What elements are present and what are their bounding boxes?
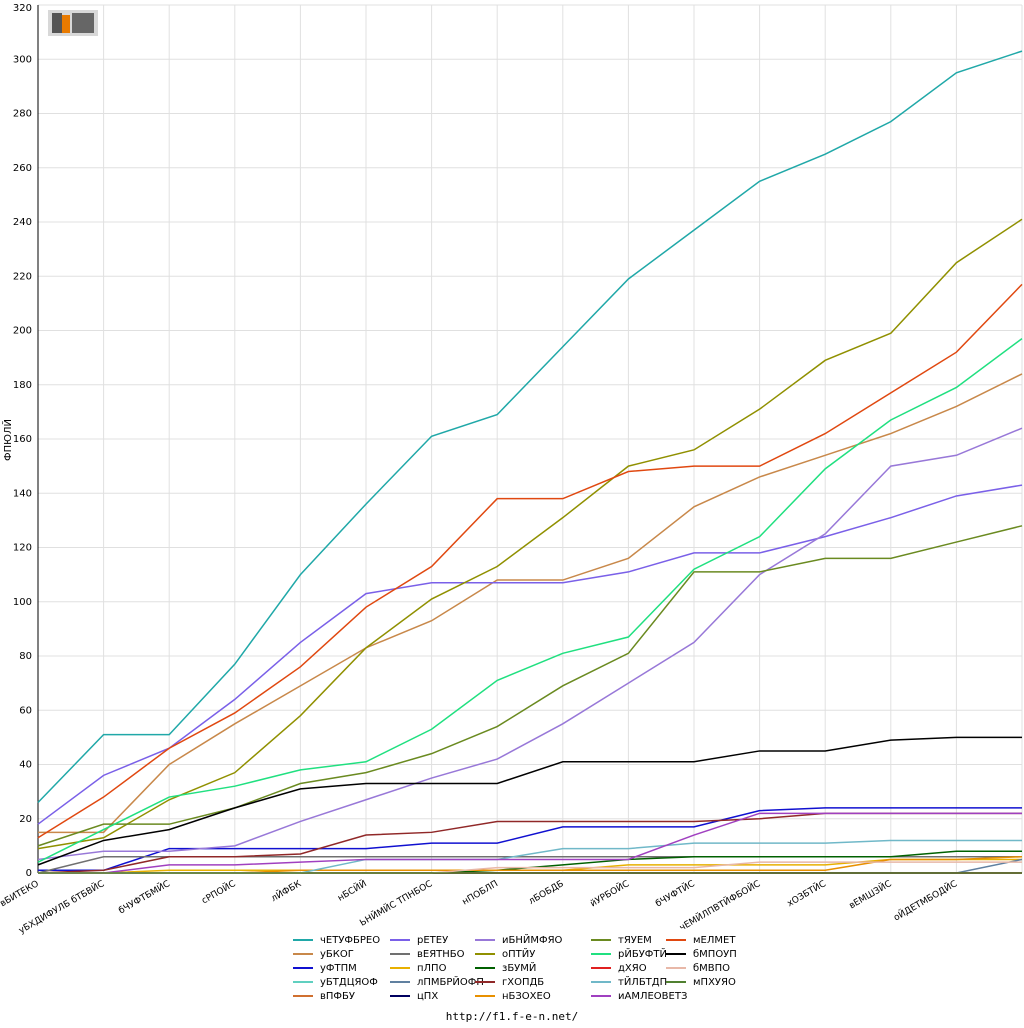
series-line xyxy=(37,484,1023,825)
legend-item: уФТПМ xyxy=(293,963,357,974)
legend-label: мЕЛМЕТ xyxy=(693,935,736,946)
y-tick-label: 200 xyxy=(13,326,32,337)
legend-label: мПХУЯО xyxy=(693,977,736,988)
legend-label: вПФБУ xyxy=(320,991,355,1002)
legend-item: иАМЛЕОВЕТЗ xyxy=(591,991,687,1002)
y-tick-label: 60 xyxy=(19,705,32,716)
y-axis-label: ФПЮЛЙ xyxy=(1,419,14,461)
legend-label: зБУМЙ xyxy=(502,961,536,974)
y-tick-label: 160 xyxy=(13,434,32,445)
legend-label: цПХ xyxy=(417,991,438,1002)
y-tick-label: 80 xyxy=(19,651,32,662)
legend-item: тЯУЕМ xyxy=(591,935,652,946)
legend-label: дХЯО xyxy=(618,963,647,974)
y-tick-label: 100 xyxy=(13,597,32,608)
legend-item: иБНЙМФЯО xyxy=(475,933,563,946)
legend-label: уФТПМ xyxy=(320,963,357,974)
series-line xyxy=(38,812,1022,874)
legend-item: уБКОГ xyxy=(293,949,354,960)
legend-label: чЕТУФБРЕО xyxy=(320,935,380,946)
series-line xyxy=(37,283,1023,839)
legend-label: оПТЙУ xyxy=(502,947,535,960)
legend-item: мЕЛМЕТ xyxy=(666,935,736,946)
series-line xyxy=(37,427,1023,861)
legend-label: бМВПО xyxy=(693,963,730,974)
legend-label: гХОПДБ xyxy=(502,977,544,988)
legend-item: бМПОУП xyxy=(666,949,737,960)
y-tick-label: 120 xyxy=(13,543,32,554)
legend-item: мПХУЯО xyxy=(666,977,736,988)
legend-item: уБТДЦЯОФ xyxy=(293,977,378,988)
legend-item: рЙБУФТЙ xyxy=(591,947,667,960)
legend-label: иАМЛЕОВЕТЗ xyxy=(618,991,687,1002)
legend-item: оПТЙУ xyxy=(475,947,535,960)
series-line xyxy=(37,525,1023,847)
legend-item: дХЯО xyxy=(591,963,647,974)
logo xyxy=(48,10,98,36)
legend-item: гХОПДБ xyxy=(475,977,544,988)
legend-item: бМВПО xyxy=(666,963,730,974)
legend-label: иБНЙМФЯО xyxy=(502,933,563,946)
y-tick-label: 140 xyxy=(13,488,32,499)
y-tick-label: 260 xyxy=(13,163,32,174)
legend-label: уБКОГ xyxy=(320,949,354,960)
legend-item: цПХ xyxy=(390,991,438,1002)
legend-item: тЙЛБТДП xyxy=(591,975,667,988)
series-line xyxy=(37,50,1023,803)
legend-label: лПМБРЙОФП xyxy=(417,975,484,988)
y-tick-label: 20 xyxy=(19,814,32,825)
y-tick-label: 240 xyxy=(13,217,32,228)
y-tick-label: 0 xyxy=(26,868,32,879)
legend-label: тЯУЕМ xyxy=(618,935,652,946)
series-line xyxy=(37,736,1022,866)
legend-item: пЛПО xyxy=(390,963,447,974)
footer: http://f1.f-e-n.net/ xyxy=(446,1010,578,1023)
legend-item: вЕЯТНБО xyxy=(390,949,465,960)
legend-label: бМПОУП xyxy=(693,949,737,960)
legend-item: нБЗОХЕО xyxy=(475,991,551,1002)
legend-label: тЙЛБТДП xyxy=(618,975,667,988)
legend-label: уБТДЦЯОФ xyxy=(320,977,378,988)
legend-item: вПФБУ xyxy=(293,991,355,1002)
y-tick-label: 280 xyxy=(13,109,32,120)
y-tick-label: 180 xyxy=(13,380,32,391)
y-tick-label: 40 xyxy=(19,760,32,771)
legend-item: лПМБРЙОФП xyxy=(390,975,484,988)
legend-item: рЕТЕУ xyxy=(390,935,448,946)
legend-label: вЕЯТНБО xyxy=(417,949,465,960)
legend-label: пЛПО xyxy=(417,963,447,974)
legend-item: чЕТУФБРЕО xyxy=(293,935,380,946)
legend-label: нБЗОХЕО xyxy=(502,991,551,1002)
y-tick-label: 220 xyxy=(13,271,32,282)
legend-label: рЙБУФТЙ xyxy=(618,947,667,960)
series-line xyxy=(37,338,1023,863)
legend-label: рЕТЕУ xyxy=(417,935,448,946)
series-line xyxy=(37,218,1023,850)
y-tick-label: 320 xyxy=(13,3,32,14)
legend-item: зБУМЙ xyxy=(475,961,536,974)
y-tick-label: 300 xyxy=(13,54,32,65)
